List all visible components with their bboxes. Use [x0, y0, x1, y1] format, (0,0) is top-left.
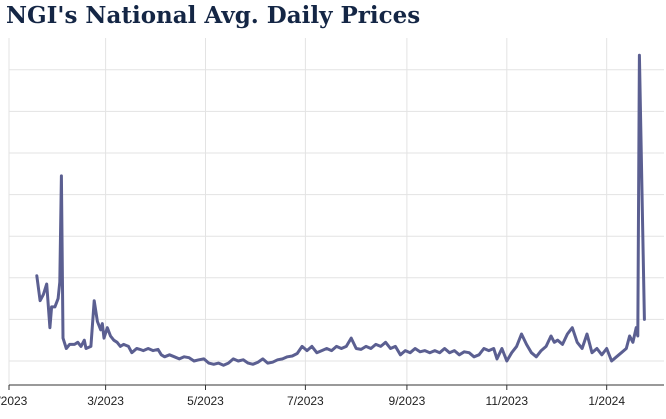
x-tick-label: 7/2023: [287, 394, 324, 408]
x-tick-label: 3/2023: [87, 394, 124, 408]
series-layer: [35, 53, 646, 367]
label-layer: 1/2023 3/2023 5/2023 7/2023 9/2023 11/2023 1/2…: [0, 394, 625, 408]
x-tick-label: 11/2023: [486, 394, 529, 408]
grid-layer: [8, 38, 664, 385]
chart-title: NGI's National Avg. Daily Prices: [6, 2, 421, 29]
price-series-line: [35, 53, 646, 367]
x-tick-label: 5/2023: [187, 394, 224, 408]
x-tick-label: 9/2023: [389, 394, 426, 408]
axis-layer: [8, 384, 664, 390]
x-tick-label: 1/2023: [0, 394, 28, 408]
x-tick-label: 1/2024: [588, 394, 625, 408]
